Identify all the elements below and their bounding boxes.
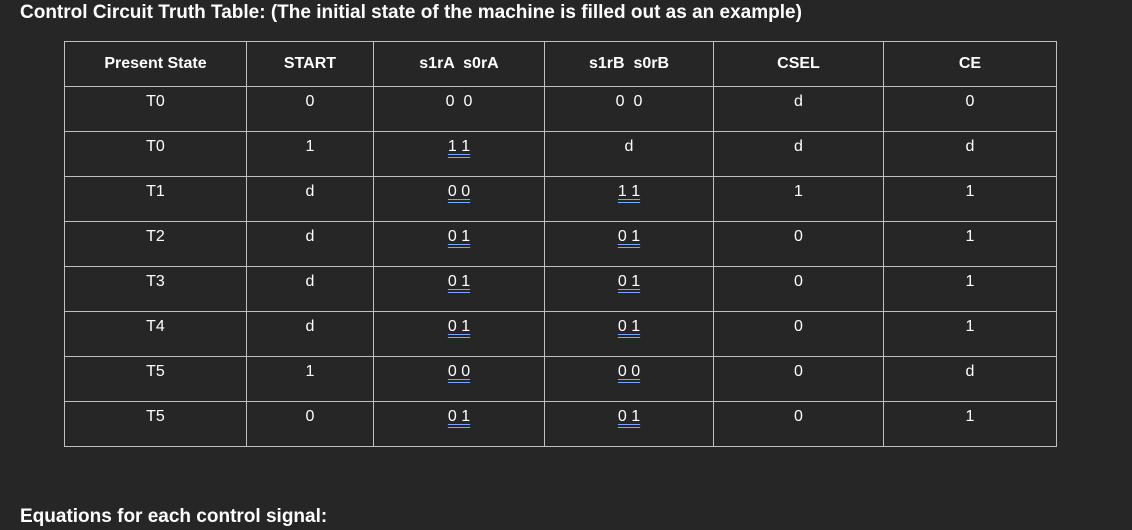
table-row: T0 0 0 0 0 0 d 0	[64, 86, 1057, 132]
cell-csel[interactable]: 0	[713, 311, 884, 357]
cell-present-state[interactable]: T5	[64, 356, 247, 402]
cell-present-state[interactable]: T2	[64, 221, 247, 267]
table-row: T2 d 0 1 0 1 0 1	[64, 221, 1057, 267]
select-a-value: 0 0	[447, 363, 471, 380]
cell-ce[interactable]: 1	[883, 176, 1057, 222]
cell-start[interactable]: d	[246, 176, 374, 222]
cell-start[interactable]: d	[246, 221, 374, 267]
cell-select-a[interactable]: 0 1	[373, 311, 545, 357]
cell-select-b[interactable]: 1 1	[544, 176, 714, 222]
header-start: START	[246, 41, 374, 87]
select-a-value: 0 1	[447, 273, 471, 290]
cell-ce[interactable]: d	[883, 356, 1057, 402]
cell-select-a[interactable]: 0 0	[373, 356, 545, 402]
cell-select-a[interactable]: 0 1	[373, 401, 545, 447]
table-row: T3 d 0 1 0 1 0 1	[64, 266, 1057, 312]
cell-csel[interactable]: 0	[713, 401, 884, 447]
cell-present-state[interactable]: T0	[64, 131, 247, 177]
select-b-value: 0 1	[617, 273, 641, 290]
cell-ce[interactable]: 0	[883, 86, 1057, 132]
cell-select-a[interactable]: 0 1	[373, 266, 545, 312]
cell-csel[interactable]: 0	[713, 266, 884, 312]
cell-ce[interactable]: 1	[883, 311, 1057, 357]
cell-select-b[interactable]: 0 1	[544, 311, 714, 357]
cell-select-b[interactable]: 0 1	[544, 266, 714, 312]
cell-start[interactable]: d	[246, 311, 374, 357]
select-b-value: 1 1	[617, 183, 641, 200]
cell-select-b[interactable]: 0 1	[544, 221, 714, 267]
page-title: Control Circuit Truth Table: (The initia…	[20, 2, 802, 23]
cell-present-state[interactable]: T1	[64, 176, 247, 222]
header-select-a: s1rA s0rA	[373, 41, 545, 87]
cell-ce[interactable]: d	[883, 131, 1057, 177]
header-csel: CSEL	[713, 41, 884, 87]
table-row: T0 1 1 1 d d d	[64, 131, 1057, 177]
header-select-b: s1rB s0rB	[544, 41, 714, 87]
cell-ce[interactable]: 1	[883, 401, 1057, 447]
table-row: T5 1 0 0 0 0 0 d	[64, 356, 1057, 402]
truth-table: Present State START s1rA s0rA s1rB s0rB …	[64, 41, 1057, 447]
cell-start[interactable]: 0	[246, 401, 374, 447]
cell-select-b[interactable]: 0 0	[544, 86, 714, 132]
cell-select-b[interactable]: 0 1	[544, 401, 714, 447]
cell-select-b[interactable]: d	[544, 131, 714, 177]
cell-start[interactable]: d	[246, 266, 374, 312]
select-a-value: 0 1	[447, 228, 471, 245]
cell-csel[interactable]: 0	[713, 221, 884, 267]
table-row: T5 0 0 1 0 1 0 1	[64, 401, 1057, 447]
select-a-value: 0 1	[447, 318, 471, 335]
table-row: T1 d 0 0 1 1 1 1	[64, 176, 1057, 222]
header-row: Present State START s1rA s0rA s1rB s0rB …	[64, 41, 1057, 87]
select-a-value: 1 1	[447, 138, 471, 155]
select-b-value: 0 1	[617, 228, 641, 245]
equations-heading: Equations for each control signal:	[20, 506, 328, 527]
header-ce: CE	[883, 41, 1057, 87]
cell-present-state[interactable]: T3	[64, 266, 247, 312]
cell-ce[interactable]: 1	[883, 221, 1057, 267]
cell-present-state[interactable]: T5	[64, 401, 247, 447]
cell-select-a[interactable]: 1 1	[373, 131, 545, 177]
table-row: T4 d 0 1 0 1 0 1	[64, 311, 1057, 357]
cell-select-a[interactable]: 0 0	[373, 176, 545, 222]
cell-select-a[interactable]: 0 0	[373, 86, 545, 132]
cell-start[interactable]: 1	[246, 356, 374, 402]
header-present-state: Present State	[64, 41, 247, 87]
cell-present-state[interactable]: T0	[64, 86, 247, 132]
cell-csel[interactable]: d	[713, 131, 884, 177]
cell-start[interactable]: 0	[246, 86, 374, 132]
cell-csel[interactable]: d	[713, 86, 884, 132]
select-b-value: 0 1	[617, 408, 641, 425]
cell-start[interactable]: 1	[246, 131, 374, 177]
cell-csel[interactable]: 1	[713, 176, 884, 222]
cell-ce[interactable]: 1	[883, 266, 1057, 312]
cell-present-state[interactable]: T4	[64, 311, 247, 357]
cell-select-a[interactable]: 0 1	[373, 221, 545, 267]
cell-select-b[interactable]: 0 0	[544, 356, 714, 402]
select-b-value: 0 0	[617, 363, 641, 380]
cell-csel[interactable]: 0	[713, 356, 884, 402]
select-b-value: 0 1	[617, 318, 641, 335]
select-a-value: 0 0	[447, 183, 471, 200]
select-a-value: 0 1	[447, 408, 471, 425]
